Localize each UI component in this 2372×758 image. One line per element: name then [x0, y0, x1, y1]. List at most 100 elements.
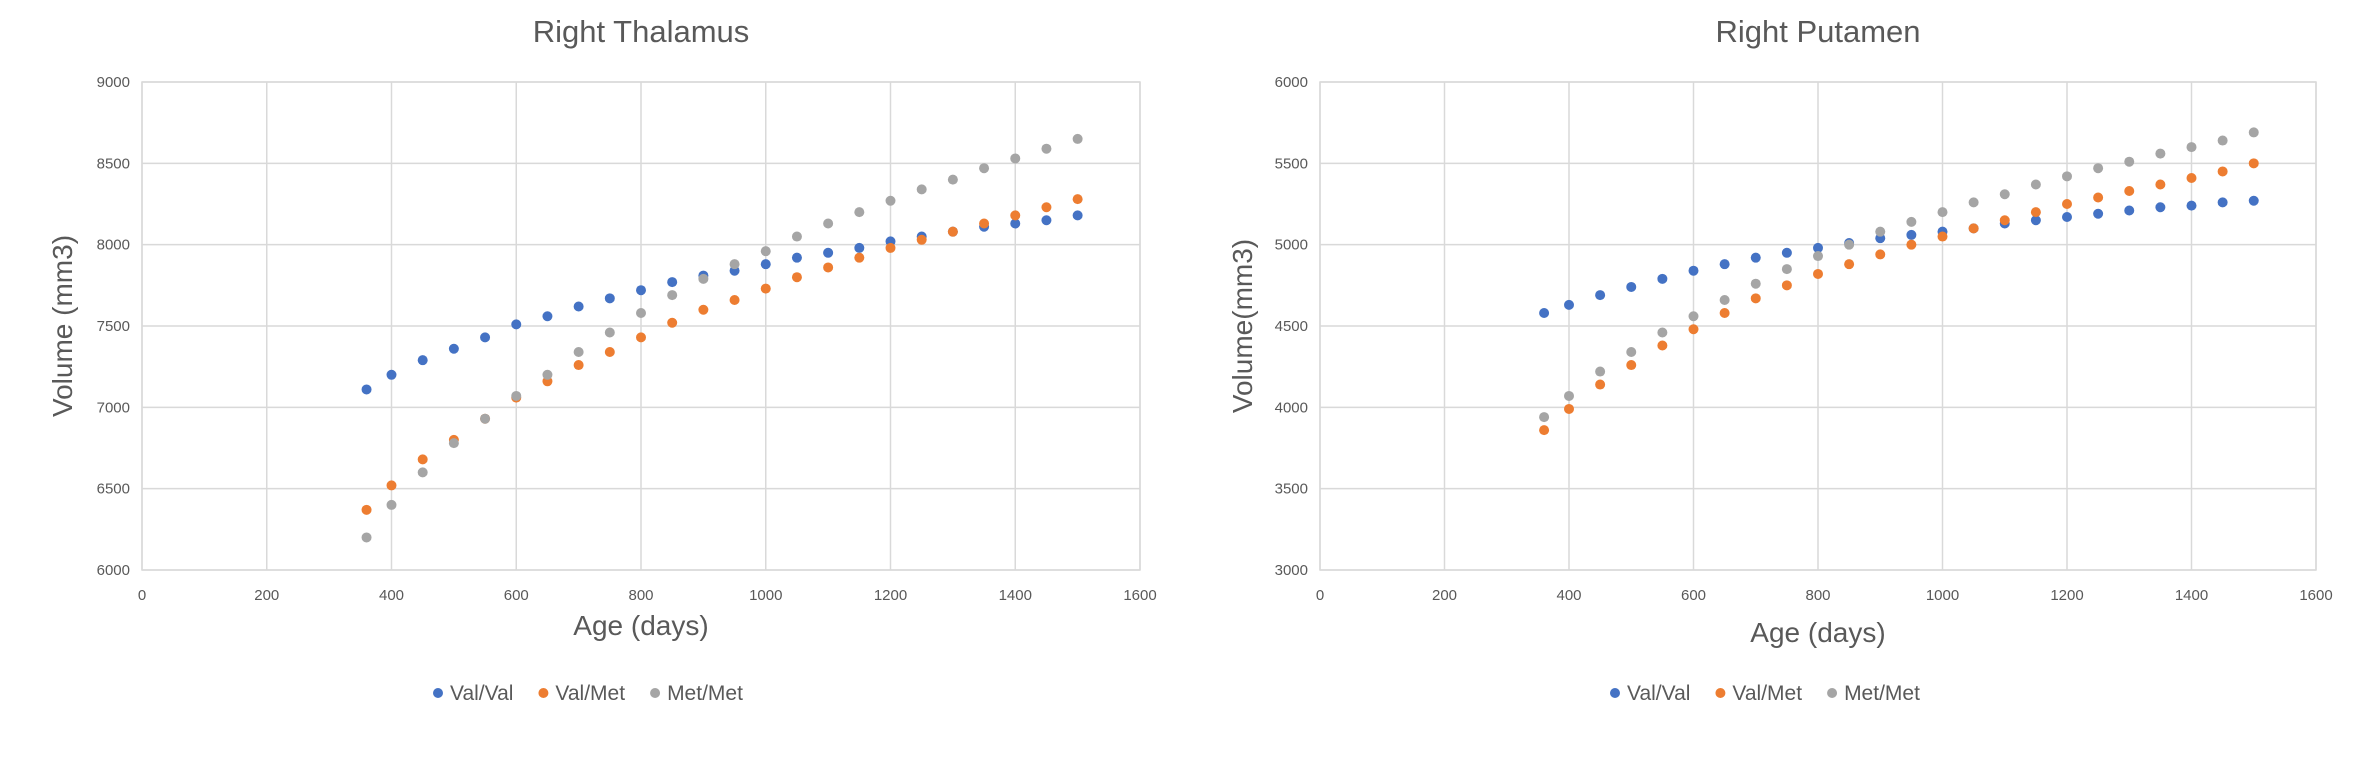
- data-point-val-met: [1657, 340, 1668, 351]
- data-point-met-met: [979, 163, 990, 174]
- data-point-val-val: [361, 384, 372, 395]
- data-point-met-met: [604, 327, 615, 338]
- data-point-met-met: [2030, 179, 2041, 190]
- data-point-met-met: [1906, 216, 1917, 227]
- data-point-met-met: [885, 195, 896, 206]
- legend-marker: [538, 688, 549, 698]
- data-point-val-met: [760, 283, 771, 294]
- data-point-val-val: [1657, 273, 1668, 284]
- data-point-val-met: [667, 317, 678, 328]
- data-point-val-met: [1906, 239, 1917, 250]
- data-point-val-met: [2186, 172, 2197, 183]
- y-tick-label: 9000: [97, 74, 130, 91]
- x-tick-label: 600: [1681, 587, 1706, 604]
- data-point-met-met: [1844, 239, 1855, 250]
- data-point-met-met: [542, 369, 553, 380]
- data-point-val-met: [1564, 403, 1574, 414]
- legend-marker: [433, 688, 443, 698]
- data-point-val-met: [698, 304, 709, 315]
- data-point-val-met: [1844, 259, 1855, 270]
- y-tick-label: 6000: [1275, 74, 1308, 91]
- data-point-val-val: [1626, 281, 1637, 292]
- data-point-val-val: [636, 285, 646, 296]
- y-tick-label: 8000: [97, 237, 130, 254]
- data-point-val-met: [2155, 179, 2166, 190]
- legend-marker: [650, 688, 661, 698]
- data-point-val-val: [1564, 299, 1574, 310]
- data-point-met-met: [417, 467, 428, 478]
- legend-marker: [1610, 688, 1620, 698]
- data-point-val-val: [604, 293, 615, 304]
- data-point-val-met: [2030, 207, 2041, 218]
- data-point-val-met: [979, 218, 990, 229]
- data-point-met-met: [1750, 278, 1761, 289]
- x-tick-label: 800: [1805, 587, 1830, 604]
- data-point-met-met: [667, 290, 678, 301]
- data-point-val-met: [1999, 215, 2010, 226]
- data-point-met-met: [2093, 163, 2104, 174]
- data-point-val-val: [1010, 218, 1021, 229]
- y-tick-label: 7000: [97, 399, 130, 416]
- data-point-met-met: [1999, 189, 2010, 200]
- x-tick-label: 200: [1432, 587, 1457, 604]
- data-point-met-met: [916, 184, 927, 195]
- y-tick-label: 4500: [1275, 318, 1308, 335]
- data-point-val-val: [2186, 200, 2197, 211]
- data-point-val-val: [2093, 208, 2104, 219]
- x-tick-label: 0: [1316, 587, 1324, 604]
- data-point-val-met: [729, 294, 740, 305]
- data-point-met-met: [947, 174, 958, 185]
- x-tick-label: 1000: [749, 587, 782, 604]
- y-tick-label: 3500: [1275, 481, 1308, 498]
- x-tick-label: 1600: [1123, 587, 1156, 604]
- data-point-val-met: [386, 480, 397, 491]
- data-point-val-met: [1750, 293, 1761, 304]
- data-point-met-met: [1657, 327, 1668, 338]
- data-point-val-met: [2093, 192, 2104, 203]
- data-point-met-met: [386, 499, 397, 510]
- data-point-met-met: [2186, 142, 2197, 153]
- x-tick-label: 400: [379, 587, 404, 604]
- data-point-val-val: [1595, 290, 1606, 301]
- x-tick-label: 1600: [2299, 587, 2332, 604]
- data-point-val-val: [2062, 212, 2072, 223]
- data-point-val-val: [1813, 242, 1823, 253]
- x-tick-label: 0: [138, 587, 146, 604]
- data-point-met-met: [636, 307, 646, 318]
- x-axis-label: Age (days): [573, 610, 708, 641]
- data-point-met-met: [573, 347, 584, 358]
- plot-area-frame: [141, 81, 1141, 571]
- data-point-met-met: [2124, 156, 2135, 167]
- data-point-val-val: [2217, 197, 2228, 208]
- data-point-val-val: [1688, 265, 1699, 276]
- data-point-val-met: [916, 234, 927, 245]
- data-point-met-met: [1968, 197, 1979, 208]
- y-tick-label: 5000: [1275, 237, 1308, 254]
- data-point-met-met: [511, 390, 522, 401]
- chart-title: Right Putamen: [1715, 14, 1920, 49]
- data-point-val-val: [667, 277, 678, 288]
- data-point-met-met: [854, 207, 865, 218]
- data-point-val-val: [823, 247, 834, 258]
- data-point-val-met: [2124, 185, 2135, 196]
- data-point-val-met: [1719, 307, 1730, 318]
- data-point-met-met: [1010, 153, 1021, 164]
- legend-label: Val/Met: [555, 682, 625, 705]
- data-point-val-met: [1539, 425, 1550, 436]
- data-point-met-met: [1072, 133, 1083, 144]
- y-tick-label: 6000: [97, 562, 130, 579]
- data-point-val-val: [1750, 252, 1761, 263]
- legend-label: Val/Val: [1627, 682, 1690, 705]
- data-point-met-met: [1564, 390, 1574, 401]
- data-point-val-met: [2062, 199, 2072, 209]
- data-point-val-met: [947, 226, 958, 237]
- data-point-met-met: [1626, 347, 1637, 358]
- data-point-val-met: [1937, 231, 1948, 242]
- data-point-met-met: [1781, 264, 1792, 275]
- data-point-val-met: [1072, 194, 1083, 205]
- data-point-met-met: [760, 246, 771, 257]
- data-point-val-val: [480, 332, 491, 343]
- data-point-val-met: [791, 272, 802, 283]
- data-point-met-met: [1719, 294, 1730, 305]
